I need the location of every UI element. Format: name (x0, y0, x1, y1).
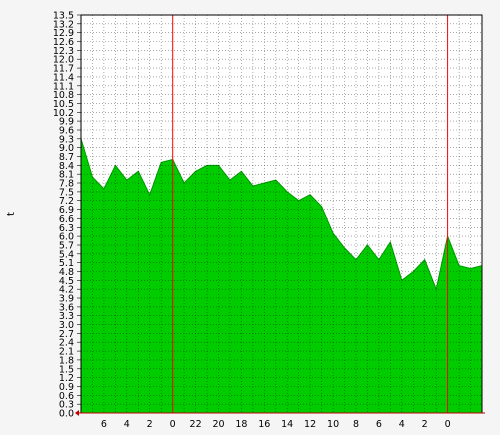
y-tick-label: 6.6 (59, 214, 74, 225)
y-tick-label: 8.1 (59, 170, 74, 181)
y-tick-label: 4.8 (59, 267, 74, 278)
y-tick-label: 2.7 (59, 329, 74, 340)
series-area (80, 138, 483, 414)
y-tick-label: 0.6 (59, 391, 74, 402)
y-tick-label: 7.2 (59, 196, 74, 207)
x-tick-label: 2 (422, 419, 428, 430)
y-tick-label: 9.6 (59, 126, 74, 137)
y-tick-label: 12.6 (53, 37, 74, 48)
y-tick-label: 2.4 (59, 338, 74, 349)
x-tick-label: 22 (190, 419, 202, 430)
y-tick-label: 3.9 (59, 294, 74, 305)
y-tick-label: 1.2 (59, 373, 74, 384)
y-tick-label: 4.2 (59, 285, 74, 296)
y-tick-label: 1.5 (59, 364, 74, 375)
y-tick-label: 12.0 (53, 55, 74, 66)
y-tick-label: 10.8 (53, 90, 74, 101)
x-tick-label: 18 (235, 419, 247, 430)
y-tick-label: 10.5 (53, 99, 74, 110)
y-tick-label: 3.0 (59, 320, 74, 331)
x-tick-label: 6 (101, 419, 107, 430)
y-tick-label: 8.4 (59, 161, 74, 172)
day-boundary-layer (172, 15, 449, 413)
y-tick-label: 9.0 (59, 143, 74, 154)
y-tick-label: 11.1 (53, 81, 74, 92)
y-axis-label: t (6, 212, 17, 216)
area-layer (80, 138, 483, 414)
x-tick-label: 14 (281, 419, 293, 430)
y-tick-label: 2.1 (59, 347, 74, 358)
y-tick-label: 4.5 (59, 276, 74, 287)
y-tick-label: 3.3 (59, 311, 74, 322)
y-tick-label: 13.5 (53, 11, 74, 22)
y-tick-label: 3.6 (59, 302, 74, 313)
x-tick-label: 4 (124, 419, 130, 430)
y-tick-label: 13.2 (53, 19, 74, 30)
y-tick-label: 12.3 (53, 46, 74, 57)
y-tick-label: 7.5 (59, 187, 74, 198)
y-tick-label: 0.0 (59, 409, 74, 420)
x-tick-label: 16 (258, 419, 270, 430)
x-tick-label: 4 (399, 419, 405, 430)
y-tick-label: 11.7 (53, 64, 74, 75)
y-tick-labels: 0.00.30.60.91.21.51.82.12.42.73.03.33.63… (53, 11, 81, 420)
y-tick-label: 5.4 (59, 249, 74, 260)
y-tick-label: 6.3 (59, 223, 74, 234)
y-tick-label: 6.0 (59, 232, 74, 243)
y-tick-label: 6.9 (59, 205, 74, 216)
x-tick-label: 20 (212, 419, 224, 430)
x-tick-label: 0 (445, 419, 451, 430)
x-axis-arrow (75, 410, 79, 416)
y-tick-label: 7.8 (59, 179, 74, 190)
x-tick-label: 8 (353, 419, 359, 430)
y-tick-label: 5.7 (59, 241, 74, 252)
x-tick-label: 2 (147, 419, 153, 430)
y-tick-label: 1.8 (59, 355, 74, 366)
x-tick-label: 10 (327, 419, 339, 430)
x-tick-labels: 6 4 2 0 22 20 18 16 14 12 10 8 6 4 2 0 (101, 419, 451, 430)
y-tick-label: 11.4 (53, 72, 74, 83)
y-tick-label: 10.2 (53, 108, 74, 119)
x-tick-label: 0 (170, 419, 176, 430)
grid-layer (80, 14, 483, 414)
y-tick-label: 5.1 (59, 258, 74, 269)
y-tick-label: 0.9 (59, 382, 74, 393)
y-tick-label: 9.3 (59, 134, 74, 145)
y-tick-label: 12.9 (53, 28, 74, 39)
x-tick-label: 12 (304, 419, 316, 430)
y-tick-label: 9.9 (59, 117, 74, 128)
y-tick-label: 8.7 (59, 152, 74, 163)
y-tick-label: 0.3 (59, 400, 74, 411)
x-tick-label: 6 (376, 419, 382, 430)
